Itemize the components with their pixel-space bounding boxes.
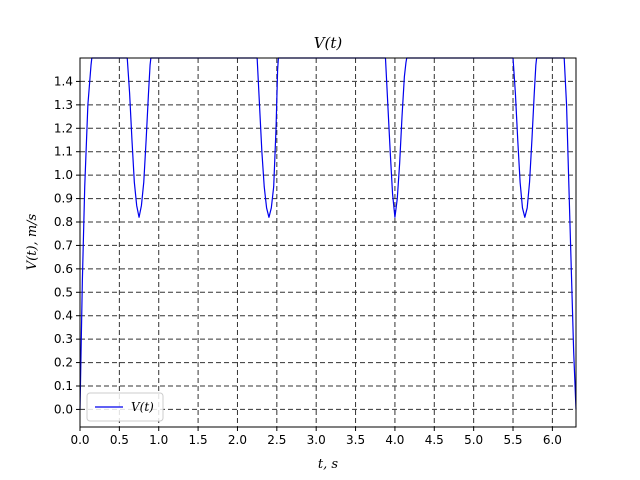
x-axis-title: t, s [318, 457, 338, 472]
x-tick-label: 2.5 [267, 433, 286, 447]
x-tick-label: 1.5 [189, 433, 208, 447]
y-tick-label: 1.2 [54, 121, 73, 135]
x-tick-label: 4.0 [385, 433, 404, 447]
y-tick-label: 0.7 [54, 238, 73, 252]
y-tick-label: 0.9 [54, 192, 73, 206]
y-tick-label: 1.1 [54, 145, 73, 159]
x-tick-label: 6.0 [543, 433, 562, 447]
y-tick-label: 1.4 [54, 74, 73, 88]
x-tick-label: 4.5 [425, 433, 444, 447]
legend: V(t) [87, 393, 163, 421]
x-tick-label: 2.0 [228, 433, 247, 447]
y-tick-label: 1.0 [54, 168, 73, 182]
x-tick-label: 1.0 [149, 433, 168, 447]
x-tick-label: 3.5 [346, 433, 365, 447]
y-tick-label: 0.5 [54, 285, 73, 299]
chart-title: V(t) [314, 34, 343, 52]
y-tick-label: 0.0 [54, 402, 73, 416]
x-tick-label: 3.0 [307, 433, 326, 447]
y-axis-title: V(t), m/s [25, 213, 40, 270]
x-tick-label: 5.5 [503, 433, 522, 447]
y-tick-label: 0.1 [54, 379, 73, 393]
y-tick-label: 1.3 [54, 98, 73, 112]
x-tick-label: 5.0 [464, 433, 483, 447]
x-tick-label: 0.0 [70, 433, 89, 447]
y-tick-label: 0.3 [54, 332, 73, 346]
y-tick-label: 0.8 [54, 215, 73, 229]
x-tick-label: 0.5 [110, 433, 129, 447]
y-tick-label: 0.2 [54, 356, 73, 370]
legend-label: V(t) [131, 400, 154, 414]
y-tick-label: 0.4 [54, 309, 73, 323]
y-tick-label: 0.6 [54, 262, 73, 276]
